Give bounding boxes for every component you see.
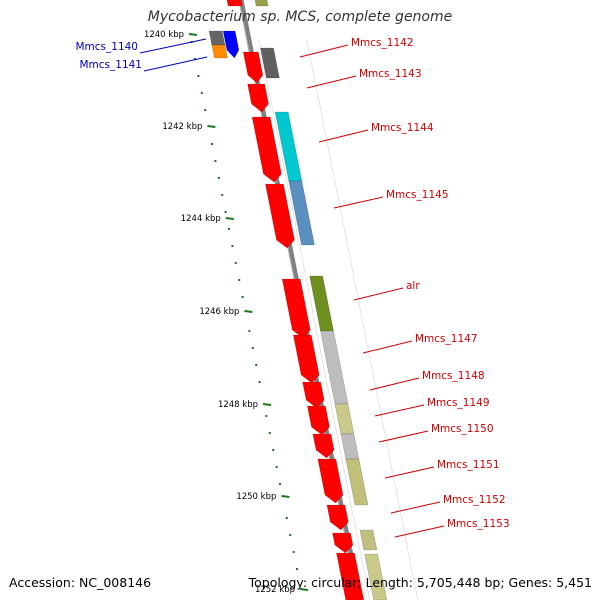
map-title: Mycobacterium sp. MCS, complete genome [147, 9, 453, 25]
gene-feature [260, 47, 280, 79]
gene-label: Mmcs_1150 [431, 423, 494, 435]
gene-label: Mmcs_1141 [79, 59, 142, 71]
genome-summary-text: Topology: circular; Length: 5,705,448 bp… [248, 575, 592, 590]
cds-feature [247, 83, 269, 113]
gene-label: Mmcs_1144 [371, 122, 434, 134]
major-tick [299, 588, 309, 591]
gene-label: Mmcs_1149 [427, 397, 490, 409]
cds-feature [242, 51, 264, 84]
gene-label: Mmcs_1148 [422, 370, 485, 382]
gene-feature [211, 44, 228, 59]
cds-feature [317, 458, 344, 504]
accession-text: Accession: NC_008146 [9, 575, 152, 590]
tick-label: 1250 kbp [236, 492, 276, 502]
track-guide [306, 39, 419, 600]
tick-label: 1248 kbp [218, 400, 258, 410]
gene-feature [309, 275, 334, 332]
gene-label: Mmcs_1147 [415, 333, 478, 345]
gene-feature [345, 458, 369, 506]
cds-feature [307, 405, 330, 436]
gene-feature [359, 529, 378, 551]
cds-feature [225, 44, 240, 59]
major-tick [281, 495, 290, 498]
gene-label: Mmcs_1152 [443, 494, 506, 506]
gene-feature [254, 0, 269, 7]
cds-feature [312, 433, 335, 459]
major-tick [188, 33, 198, 36]
cds-feature [251, 116, 282, 183]
gene-label: Mmcs_1142 [351, 37, 414, 49]
cds-feature [292, 334, 320, 384]
label-leader-line [353, 287, 404, 301]
tick-label: 1242 kbp [162, 122, 202, 132]
label-leader-line [299, 44, 349, 58]
gene-label: Mmcs_1145 [386, 189, 449, 201]
label-leader-line [384, 466, 435, 479]
label-leader-line [390, 501, 441, 514]
label-leader-line [318, 129, 369, 143]
major-tick [225, 217, 234, 220]
cds-feature [281, 278, 311, 339]
gene-feature [334, 403, 355, 435]
label-leader-line [139, 38, 207, 54]
gene-label: Mmcs_1143 [359, 68, 422, 80]
gene-label: Mmcs_1140 [75, 41, 138, 53]
cds-feature [326, 504, 349, 531]
gene-feature [364, 553, 388, 600]
label-leader-line [394, 525, 445, 538]
gene-feature [320, 330, 349, 405]
label-leader-line [378, 430, 429, 443]
track-guide [258, 39, 371, 600]
label-leader-line [143, 56, 208, 72]
major-tick [262, 403, 272, 406]
tick-label: 1244 kbp [181, 214, 221, 224]
label-leader-line [333, 196, 384, 209]
gene-feature [208, 30, 226, 46]
tick-label: 1240 kbp [144, 30, 184, 40]
label-leader-line [374, 404, 425, 417]
gene-feature [288, 180, 315, 246]
label-leader-line [306, 75, 357, 89]
tick-label: 1246 kbp [199, 307, 239, 317]
major-tick [244, 310, 253, 313]
label-leader-line [369, 377, 420, 391]
cds-feature [226, 0, 243, 7]
cds-feature [332, 532, 354, 554]
cds-feature [302, 381, 325, 409]
major-tick [207, 125, 216, 128]
label-leader-line [362, 340, 413, 354]
cds-feature [336, 552, 365, 600]
tick-label: 1252 kbp [255, 585, 295, 595]
gene-feature [340, 433, 360, 460]
gene-label: Mmcs_1151 [437, 459, 500, 471]
gene-label: alr [406, 280, 420, 292]
gene-label: Mmcs_1153 [447, 518, 510, 530]
cds-feature [265, 183, 295, 249]
